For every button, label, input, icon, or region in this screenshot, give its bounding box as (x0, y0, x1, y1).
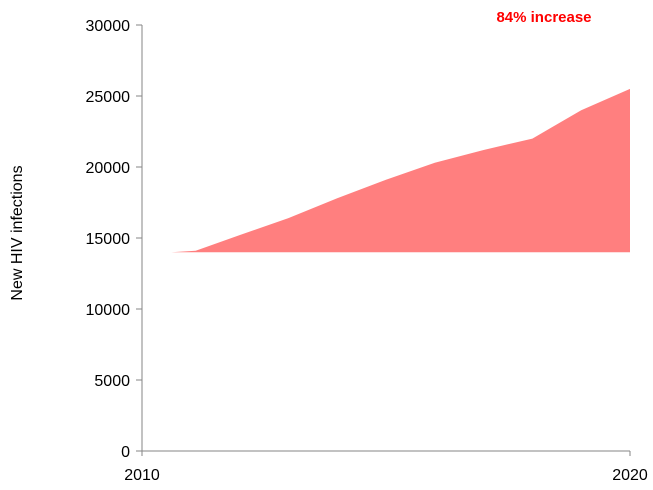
x-tick-label: 2010 (124, 467, 160, 484)
y-axis-label: New HIV infections (9, 165, 26, 300)
x-axis-ticks: 2010 2020 (124, 451, 648, 484)
y-tick-label: 10000 (86, 302, 131, 319)
annotation-label: 84% increase (496, 9, 591, 26)
y-axis-ticks: 0 5000 10000 15000 20000 25000 30000 (86, 18, 142, 461)
area-series (171, 88, 630, 253)
x-tick-label: 2020 (612, 467, 648, 484)
y-tick-label: 25000 (86, 89, 131, 106)
y-tick-label: 30000 (86, 18, 131, 35)
y-tick-label: 0 (121, 444, 130, 461)
y-tick-label: 15000 (86, 231, 131, 248)
y-tick-label: 5000 (94, 373, 130, 390)
y-tick-label: 20000 (86, 160, 131, 177)
